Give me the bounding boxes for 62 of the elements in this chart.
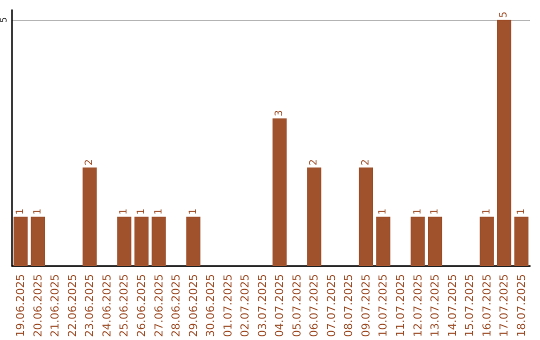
bar — [497, 20, 512, 266]
x-tick-label: 15.07.2025 — [463, 274, 476, 338]
bar — [376, 216, 390, 266]
data-label: 1 — [136, 208, 147, 215]
bar — [358, 168, 374, 266]
data-label: 1 — [412, 208, 424, 215]
x-tick-label: 21.06.2025 — [48, 274, 62, 338]
data-label: 1 — [430, 208, 441, 215]
x-tick-label: 03.07.2025 — [256, 274, 269, 338]
bar — [14, 216, 28, 266]
x-tick-label: 19.06.2025 — [14, 274, 28, 338]
x-tick-label: 10.07.2025 — [376, 274, 390, 338]
bar — [30, 216, 45, 266]
bar — [152, 216, 166, 266]
x-tick-label: 22.06.2025 — [66, 274, 79, 338]
bar — [272, 118, 287, 266]
bar — [82, 168, 97, 266]
x-tick-label: 11.07.2025 — [394, 274, 407, 338]
x-tick-label: 17.07.2025 — [498, 274, 511, 338]
data-label: 1 — [118, 208, 130, 215]
data-label: 3 — [274, 110, 286, 116]
data-label: 1 — [516, 208, 527, 215]
bar — [134, 216, 149, 266]
x-tick-label: 28.06.2025 — [170, 274, 183, 338]
x-tick-label: 08.07.2025 — [342, 274, 356, 338]
data-label: 1 — [15, 208, 26, 215]
data-label: 1 — [378, 208, 389, 215]
data-label: 1 — [481, 208, 492, 215]
x-tick-label: 02.07.2025 — [238, 274, 252, 338]
x-tick-label: 07.07.2025 — [324, 274, 338, 338]
data-label: 2 — [84, 159, 96, 166]
x-tick-label: 27.06.2025 — [152, 274, 166, 338]
x-tick-label: 30.06.2025 — [204, 274, 218, 338]
x-tick-label: 25.06.2025 — [118, 274, 131, 338]
data-label: 1 — [153, 208, 164, 215]
data-label: 5 — [498, 11, 510, 18]
x-tick-label: 14.07.2025 — [446, 274, 459, 338]
data-label: 1 — [188, 208, 199, 215]
bar — [410, 216, 425, 266]
x-tick-label: 05.07.2025 — [290, 274, 304, 338]
x-tick-label: 24.06.2025 — [100, 274, 114, 338]
bar — [186, 216, 200, 266]
data-label: 2 — [308, 159, 320, 166]
x-tick-label: 09.07.2025 — [359, 274, 372, 338]
x-tick-label: 12.07.2025 — [411, 274, 424, 338]
bar — [514, 216, 528, 266]
x-tick-label: 16.07.2025 — [480, 274, 494, 338]
data-label: 2 — [360, 159, 372, 166]
x-tick-label: 13.07.2025 — [428, 274, 442, 338]
x-tick-label: 29.06.2025 — [186, 274, 200, 338]
bar — [428, 216, 442, 266]
bar — [480, 216, 494, 266]
x-tick-label: 26.06.2025 — [135, 274, 148, 338]
x-tick-label: 20.06.2025 — [31, 274, 44, 338]
x-tick-label: 18.07.2025 — [514, 274, 528, 338]
data-label: 1 — [32, 208, 44, 215]
x-tick-label: 01.07.2025 — [221, 274, 234, 338]
bar — [117, 216, 132, 266]
x-tick-label: 04.07.2025 — [273, 274, 286, 338]
x-tick-label: 23.06.2025 — [83, 274, 96, 338]
bar — [307, 168, 322, 266]
x-tick-label: 06.07.2025 — [308, 274, 321, 338]
